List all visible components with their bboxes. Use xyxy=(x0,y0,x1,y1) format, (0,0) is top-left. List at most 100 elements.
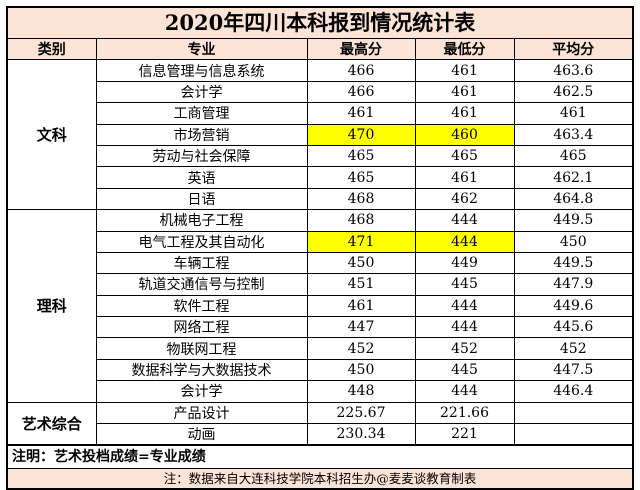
table-row: 英语 465 461 462.1 xyxy=(8,166,632,189)
avg-score-cell: 449.5 xyxy=(513,209,632,232)
max-score-cell: 225.67 xyxy=(306,401,416,425)
major-cell: 机械电子工程 xyxy=(95,209,308,232)
major-cell: 会计学 xyxy=(96,80,308,104)
min-score-cell: 461 xyxy=(414,59,515,82)
max-score-cell: 450 xyxy=(306,251,416,275)
avg-score-cell: 446.4 xyxy=(513,380,632,403)
major-cell: 工商管理 xyxy=(96,102,308,125)
table-row: 市场营销 470 460 463.4 xyxy=(8,123,632,146)
avg-score-cell: 450 xyxy=(513,230,632,253)
min-score-cell: 461 xyxy=(414,80,515,104)
category-cell: 理科 xyxy=(8,209,97,403)
min-score-cell: 452 xyxy=(414,337,515,360)
table-row: 物联网工程 452 452 452 xyxy=(8,337,632,360)
avg-score-cell: 464.8 xyxy=(513,187,632,211)
avg-score-cell: 463.6 xyxy=(513,59,632,82)
max-score-cell: 468 xyxy=(306,187,416,211)
max-score-cell: 448 xyxy=(306,380,416,403)
header-category: 类别 xyxy=(8,39,97,61)
min-score-cell: 465 xyxy=(414,144,515,168)
min-score-cell: 445 xyxy=(414,358,515,382)
min-score-cell: 449 xyxy=(414,251,515,275)
major-cell: 软件工程 xyxy=(96,294,308,318)
max-score-cell: 230.34 xyxy=(306,423,416,446)
major-cell: 英语 xyxy=(96,166,308,189)
avg-score-cell: 461 xyxy=(513,102,632,125)
avg-score-cell: 447.5 xyxy=(513,358,632,382)
avg-score-cell: 447.9 xyxy=(513,273,632,296)
max-score-cell: 468 xyxy=(306,209,416,232)
min-score-cell: 444 xyxy=(414,230,515,253)
table-row: 会计学 448 444 446.4 xyxy=(8,380,632,403)
sheet-title: 2020年四川本科报到情况统计表 xyxy=(8,8,632,39)
max-score-cell: 465 xyxy=(306,144,416,168)
table-row: 劳动与社会保障 465 465 465 xyxy=(8,144,632,168)
header-max: 最高分 xyxy=(306,39,416,61)
footer-source: 注：数据来自大连科技学院本科招生办@麦麦谈教育制表 xyxy=(8,468,632,489)
major-cell: 产品设计 xyxy=(95,401,308,425)
header-min: 最低分 xyxy=(414,39,515,61)
table-row: 数据科学与大数据技术 450 445 447.5 xyxy=(8,358,632,382)
table-row: 车辆工程 450 449 449.5 xyxy=(8,251,632,275)
avg-score-cell: 465 xyxy=(513,144,632,168)
max-score-cell: 447 xyxy=(306,316,416,339)
avg-score-cell xyxy=(513,401,632,425)
avg-score-cell xyxy=(513,423,632,446)
max-score-cell: 471 xyxy=(306,230,416,253)
min-score-cell: 444 xyxy=(414,380,515,403)
avg-score-cell: 452 xyxy=(513,337,632,360)
major-cell: 动画 xyxy=(96,423,308,446)
min-score-cell: 444 xyxy=(414,209,515,232)
min-score-cell: 221.66 xyxy=(414,401,515,425)
table-row: 动画 230.34 221 xyxy=(8,423,632,446)
table-row: 日语 468 462 464.8 xyxy=(8,187,632,211)
header-major: 专业 xyxy=(95,39,308,61)
min-score-cell: 444 xyxy=(414,316,515,339)
min-score-cell: 445 xyxy=(414,273,515,296)
category-cell: 艺术综合 xyxy=(8,401,97,446)
avg-score-cell: 445.6 xyxy=(513,316,632,339)
table-row: 轨道交通信号与控制 451 445 447.9 xyxy=(8,273,632,296)
table-row: 工商管理 461 461 461 xyxy=(8,102,632,125)
table-row: 会计学 466 461 462.5 xyxy=(8,80,632,104)
avg-score-cell: 462.1 xyxy=(513,166,632,189)
min-score-cell: 462 xyxy=(414,187,515,211)
major-cell: 信息管理与信息系统 xyxy=(95,59,308,82)
min-score-cell: 444 xyxy=(414,294,515,318)
header-avg: 平均分 xyxy=(513,39,632,61)
major-cell: 电气工程及其自动化 xyxy=(96,230,308,253)
table-row: 软件工程 461 444 449.6 xyxy=(8,294,632,318)
max-score-cell: 451 xyxy=(306,273,416,296)
table-body: 文科 信息管理与信息系统 466 461 463.6 会计学 466 461 462.5 工商管理… xyxy=(8,59,632,446)
min-score-cell: 221 xyxy=(414,423,515,446)
major-cell: 物联网工程 xyxy=(96,337,308,360)
note: 注明：艺术投档成绩=专业成绩 xyxy=(8,445,632,468)
max-score-cell: 466 xyxy=(306,59,416,82)
major-cell: 市场营销 xyxy=(96,123,308,146)
major-cell: 车辆工程 xyxy=(96,251,308,275)
avg-score-cell: 449.5 xyxy=(513,251,632,275)
header-row: 类别 专业 最高分 最低分 平均分 xyxy=(8,39,632,61)
avg-score-cell: 462.5 xyxy=(513,80,632,104)
min-score-cell: 461 xyxy=(414,102,515,125)
avg-score-cell: 449.6 xyxy=(513,294,632,318)
category-cell: 文科 xyxy=(8,59,97,211)
table-row: 艺术综合 产品设计 225.67 221.66 xyxy=(8,401,632,446)
min-score-cell: 460 xyxy=(414,123,515,146)
score-sheet: 2020年四川本科报到情况统计表 类别 专业 最高分 最低分 平均分 文科 信息管… xyxy=(6,6,634,490)
major-cell: 劳动与社会保障 xyxy=(96,144,308,168)
max-score-cell: 466 xyxy=(306,80,416,104)
max-score-cell: 465 xyxy=(306,166,416,189)
table-row: 理科 机械电子工程 468 444 449.5 xyxy=(8,209,632,403)
major-cell: 日语 xyxy=(96,187,308,211)
max-score-cell: 452 xyxy=(306,337,416,360)
table-row: 文科 信息管理与信息系统 466 461 463.6 xyxy=(8,59,632,211)
max-score-cell: 461 xyxy=(306,294,416,318)
major-cell: 网络工程 xyxy=(96,316,308,339)
max-score-cell: 470 xyxy=(306,123,416,146)
min-score-cell: 461 xyxy=(414,166,515,189)
max-score-cell: 450 xyxy=(306,358,416,382)
avg-score-cell: 463.4 xyxy=(513,123,632,146)
major-cell: 轨道交通信号与控制 xyxy=(96,273,308,296)
major-cell: 数据科学与大数据技术 xyxy=(96,358,308,382)
